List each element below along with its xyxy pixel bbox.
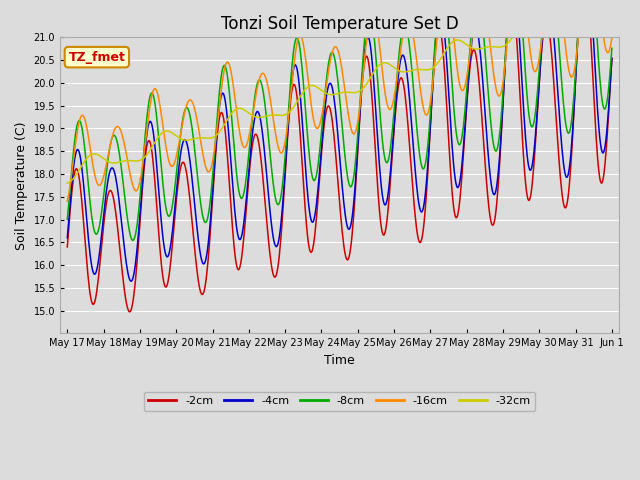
Title: Tonzi Soil Temperature Set D: Tonzi Soil Temperature Set D <box>221 15 458 33</box>
Legend: -2cm, -4cm, -8cm, -16cm, -32cm: -2cm, -4cm, -8cm, -16cm, -32cm <box>144 392 535 411</box>
Y-axis label: Soil Temperature (C): Soil Temperature (C) <box>15 121 28 250</box>
Text: TZ_fmet: TZ_fmet <box>68 51 125 64</box>
X-axis label: Time: Time <box>324 354 355 367</box>
